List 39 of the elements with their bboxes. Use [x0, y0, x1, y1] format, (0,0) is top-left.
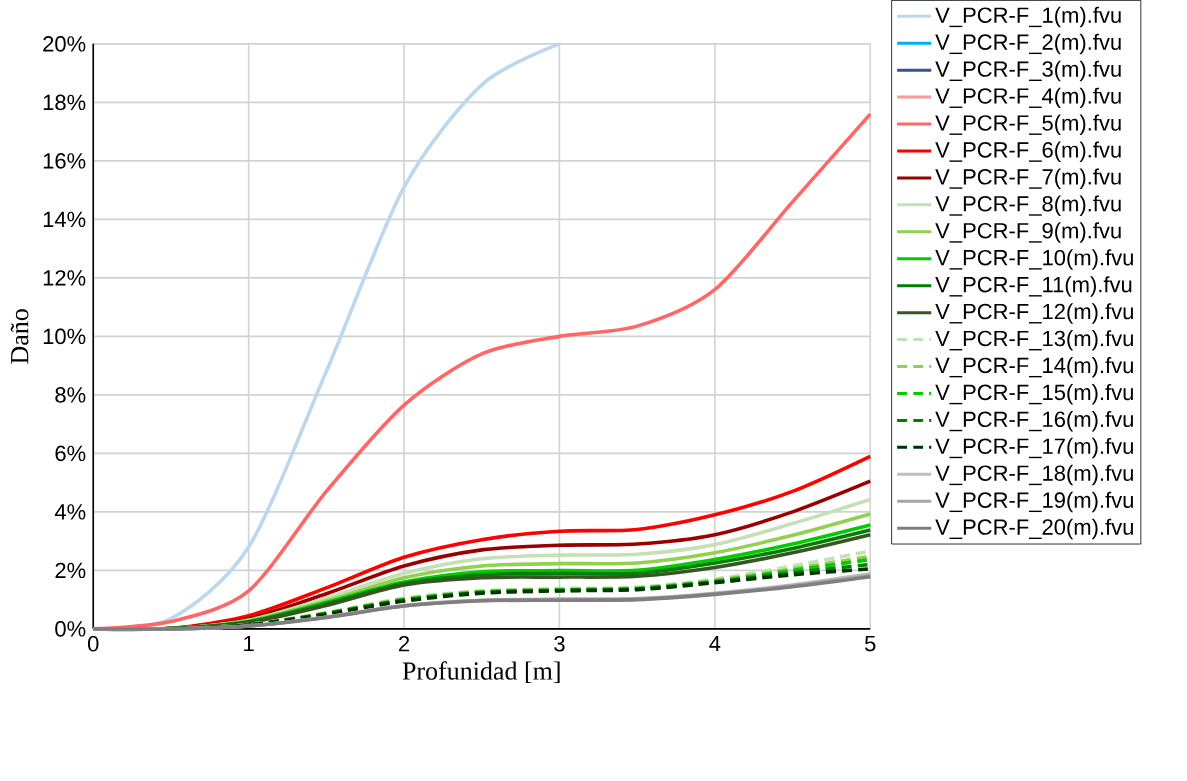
legend-label: V_PCR-F_4(m).fvu	[935, 87, 1121, 109]
legend-label: V_PCR-F_1(m).fvu	[935, 6, 1121, 28]
y-tick-label: 2%	[55, 562, 86, 579]
y-tick-label: 14%	[43, 211, 86, 228]
y-tick-label: 18%	[43, 94, 86, 111]
x-tick-label: 5	[865, 635, 876, 652]
legend-label: V_PCR-F_10(m).fvu	[935, 249, 1133, 270]
y-tick-label: 20%	[43, 36, 86, 52]
x-tick-label: 2	[399, 635, 410, 652]
y-tick-label: 12%	[43, 270, 86, 286]
x-tick-label: 4	[709, 635, 721, 652]
y-tick-label: 16%	[43, 153, 86, 169]
y-tick-label: 10%	[43, 328, 86, 345]
legend-label: V_PCR-F_7(m).fvu	[935, 168, 1121, 189]
legend-label: V_PCR-F_2(m).fvu	[935, 33, 1121, 55]
legend-label: V_PCR-F_11(m).fvu	[935, 276, 1132, 297]
legend-label: V_PCR-F_6(m).fvu	[935, 141, 1121, 163]
x-axis-title: Profunidad [m]	[402, 661, 560, 684]
x-tick-label: 0	[87, 635, 99, 652]
legend-label: V_PCR-F_15(m).fvu	[935, 384, 1133, 405]
legend-label: V_PCR-F_13(m).fvu	[935, 330, 1133, 351]
legend-label: V_PCR-F_17(m).fvu	[935, 437, 1133, 459]
legend-label: V_PCR-F_14(m).fvu	[935, 357, 1133, 378]
y-tick-label: 8%	[55, 387, 86, 403]
y-tick-label: 4%	[54, 504, 86, 520]
y-axis-title: Daño	[10, 309, 29, 364]
x-tick-label: 3	[554, 635, 565, 652]
x-tick-label: 1	[244, 635, 254, 652]
legend-label: V_PCR-F_20(m).fvu	[935, 518, 1133, 540]
y-tick-label: 6%	[55, 445, 86, 462]
legend-label: V_PCR-F_19(m).fvu	[935, 491, 1133, 513]
legend-label: V_PCR-F_12(m).fvu	[935, 303, 1133, 324]
legend-label: V_PCR-F_3(m).fvu	[935, 60, 1121, 82]
y-tick-label: 0%	[55, 621, 86, 637]
legend-label: V_PCR-F_8(m).fvu	[935, 195, 1121, 216]
legend-label: V_PCR-F_5(m).fvu	[935, 114, 1121, 136]
legend-label: V_PCR-F_9(m).fvu	[935, 222, 1121, 243]
legend-label: V_PCR-F_16(m).fvu	[935, 410, 1133, 432]
legend-label: V_PCR-F_18(m).fvu	[935, 464, 1133, 486]
